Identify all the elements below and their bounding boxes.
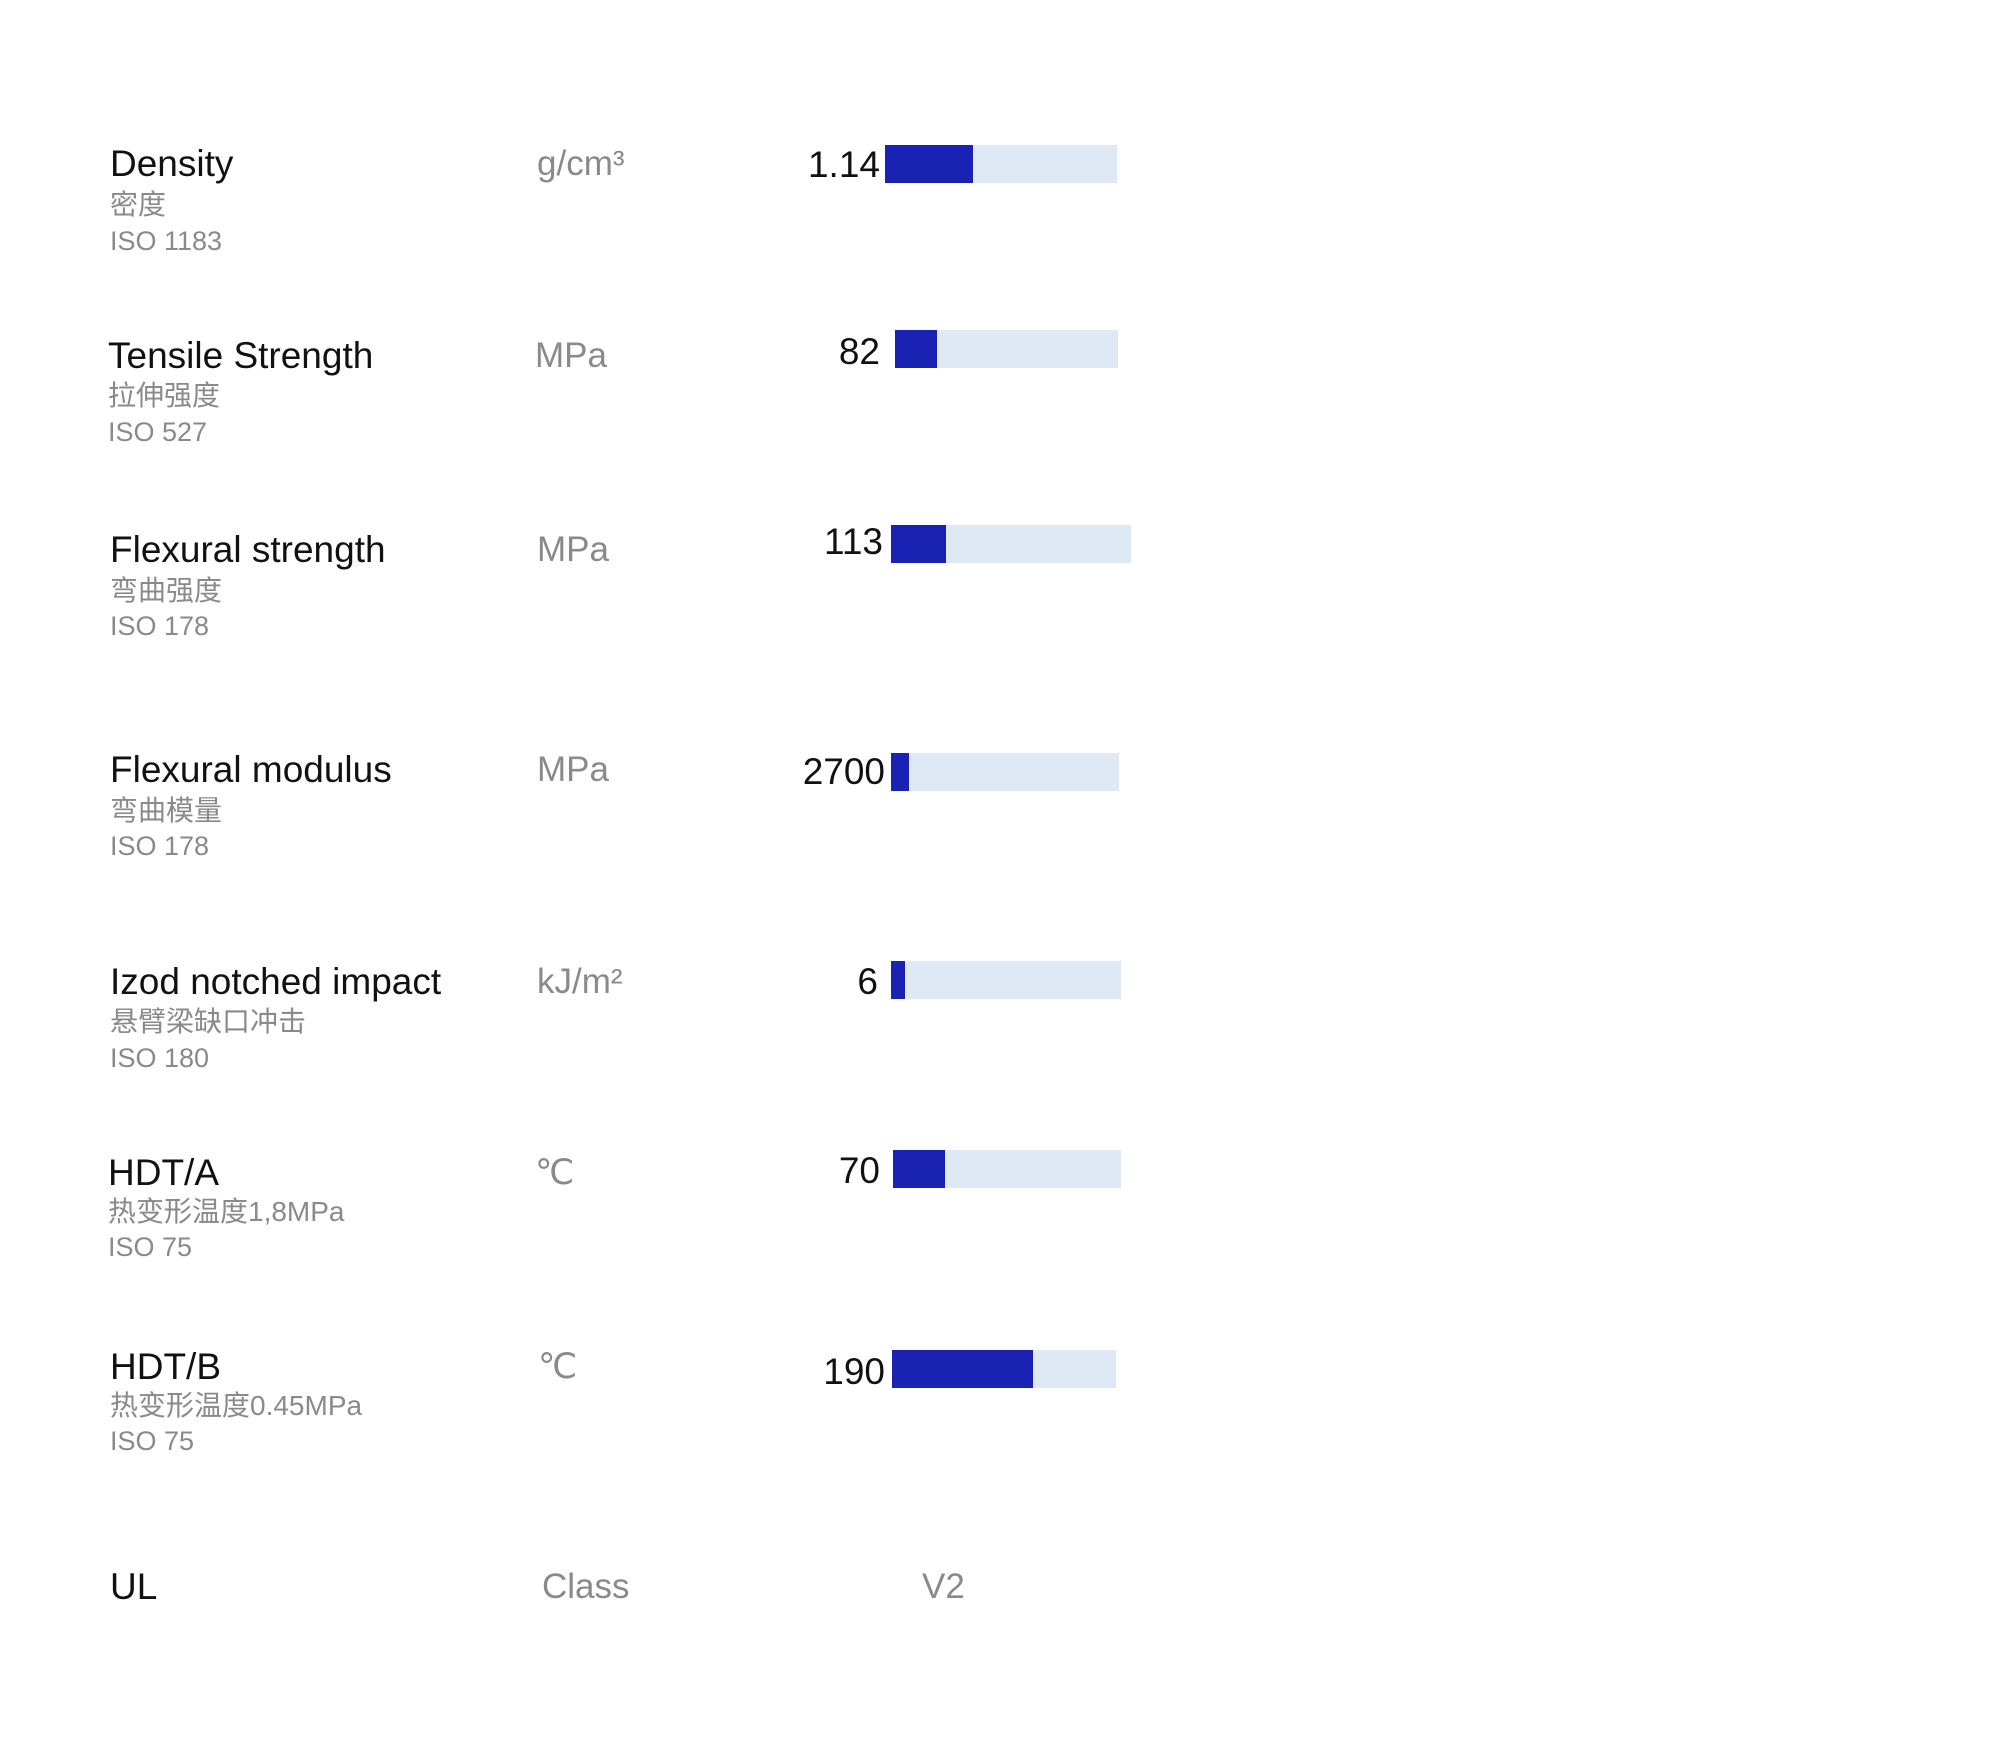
property-value: 2700 (802, 751, 885, 792)
value-bar-track (891, 753, 1119, 791)
property-value: 190 (823, 1351, 885, 1392)
ul-name: UL (110, 1566, 158, 1607)
value-bar-track (895, 330, 1118, 368)
property-name: Izod notched impact (110, 961, 442, 1002)
value-bar-fill (891, 961, 905, 999)
property-name: HDT/A (108, 1152, 219, 1193)
property-unit: MPa (537, 530, 609, 569)
property-standard: ISO 180 (110, 1043, 210, 1073)
property-name: Flexural modulus (110, 749, 392, 790)
property-standard: ISO 178 (110, 611, 210, 641)
property-value: 6 (857, 961, 878, 1002)
property-standard: ISO 527 (108, 417, 208, 447)
property-standard: ISO 75 (110, 1426, 195, 1456)
property-value: 82 (838, 331, 880, 372)
value-bar-track (893, 1150, 1121, 1188)
value-bar-track (885, 145, 1117, 183)
property-unit: kJ/m² (537, 962, 623, 1001)
property-unit: MPa (537, 750, 609, 789)
property-unit: MPa (535, 336, 607, 375)
property-row-hdt-a: HDT/A 热变形温度1,8MPa ISO 75 ℃ 70 (0, 0, 2000, 1262)
property-standard: ISO 75 (108, 1232, 193, 1262)
property-row-flexural-strength: Flexural strength 弯曲强度 ISO 178 MPa 113 (0, 0, 2000, 641)
property-standard: ISO 1183 (110, 226, 223, 256)
value-bar-fill (892, 1350, 1034, 1388)
property-row-tensile-strength: Tensile Strength 拉伸强度 ISO 527 MPa 82 (0, 0, 2000, 447)
value-bar-fill (893, 1150, 946, 1188)
property-name: Density (110, 143, 234, 184)
ul-unit: Class (542, 1567, 630, 1606)
property-name-cn: 热变形温度1,8MPa (108, 1196, 345, 1227)
value-bar-track (891, 525, 1131, 563)
property-unit: ℃ (538, 1347, 578, 1386)
property-name-cn: 密度 (110, 189, 167, 220)
property-name-cn: 拉伸强度 (108, 380, 221, 411)
property-name: Flexural strength (110, 529, 386, 570)
property-value: 113 (824, 521, 883, 562)
property-row-ul: UL Class V2 (0, 0, 2000, 1607)
property-name: HDT/B (110, 1346, 221, 1387)
property-name-cn: 热变形温度0.45MPa (110, 1390, 363, 1421)
value-bar-fill (885, 145, 974, 183)
value-bar-track (892, 1350, 1116, 1388)
property-name-cn: 悬臂梁缺口冲击 (110, 1006, 307, 1037)
property-row-flexural-modulus: Flexural modulus 弯曲模量 ISO 178 MPa 2700 (0, 0, 2000, 861)
property-row-density: Density 密度 ISO 1183 g/cm³ 1.14 (0, 0, 2000, 256)
property-name: Tensile Strength (108, 335, 374, 376)
property-value: 1.14 (807, 144, 880, 185)
property-name-cn: 弯曲强度 (110, 575, 223, 606)
property-unit: g/cm³ (537, 144, 625, 183)
value-bar-fill (891, 753, 910, 791)
property-value: 70 (838, 1150, 880, 1191)
ul-value: V2 (922, 1567, 965, 1606)
property-name-cn: 弯曲模量 (110, 795, 223, 826)
property-row-izod-impact: Izod notched impact 悬臂梁缺口冲击 ISO 180 kJ/m… (0, 0, 2000, 1073)
value-bar-track (891, 961, 1121, 999)
property-standard: ISO 178 (110, 831, 210, 861)
property-row-hdt-b: HDT/B 热变形温度0.45MPa ISO 75 ℃ 190 (0, 0, 2000, 1456)
value-bar-fill (891, 525, 947, 563)
property-unit: ℃ (535, 1153, 575, 1192)
value-bar-fill (895, 330, 938, 368)
